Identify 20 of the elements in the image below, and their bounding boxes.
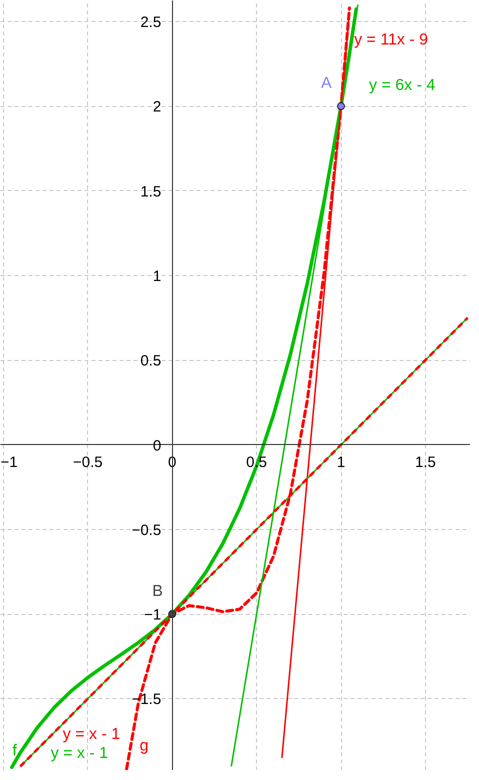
series-label: B	[152, 583, 163, 600]
x-tick-label: −1	[0, 454, 18, 471]
y-tick-label: 1	[152, 268, 162, 285]
y-tick-label: 2.5	[140, 14, 162, 31]
series-label: y = 11x - 9	[354, 31, 428, 48]
series-label: y = 6x - 4	[369, 77, 436, 94]
y-tick-label: 1.5	[140, 183, 162, 200]
y-tick-label: −1	[144, 606, 162, 624]
series-label: y = x - 1	[62, 726, 120, 743]
y-tick-label: 2	[152, 98, 162, 116]
series-label: g	[140, 738, 149, 755]
x-tick-label: −0.5	[72, 454, 103, 471]
series-label: A	[321, 75, 332, 92]
y-tick-label: 0.5	[140, 352, 162, 370]
x-tick-label: 1.5	[415, 454, 436, 471]
y-tick-label: −1.5	[132, 691, 162, 708]
y-tick-label: −0.5	[132, 522, 162, 539]
series-label: y = x - 1	[50, 744, 108, 762]
x-tick-label: 1	[336, 454, 346, 471]
series-label: f	[12, 742, 18, 760]
